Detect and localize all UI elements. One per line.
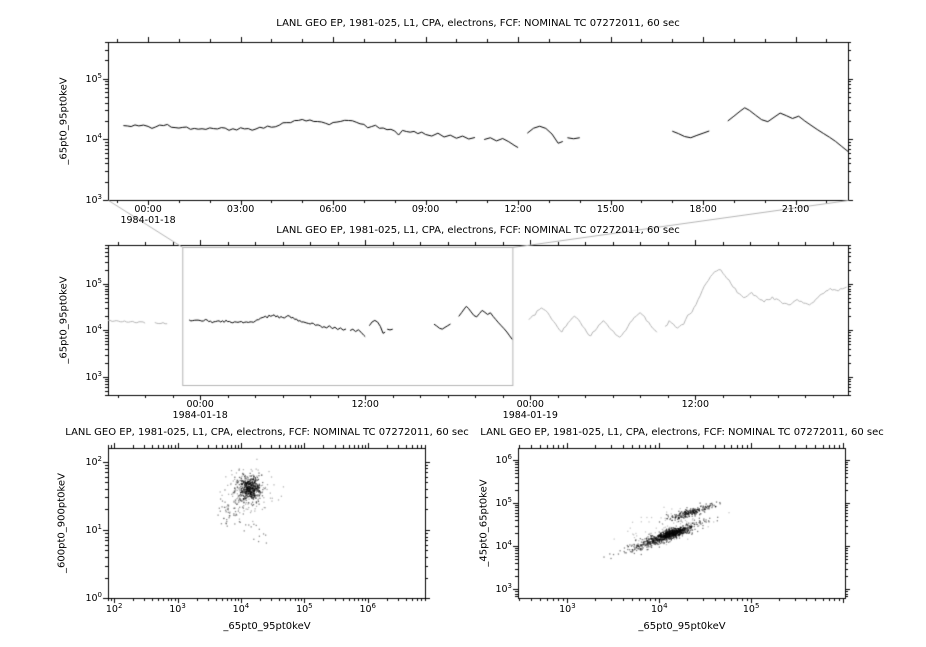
y-tick-label: 101 — [85, 522, 102, 537]
x-tick-label: 03:00 — [226, 204, 255, 215]
panel4-x-axis-label: _65pt0_95pt0keV — [638, 621, 726, 632]
x-tick-label: 105 — [296, 602, 313, 616]
x-tick-label: 06:00 — [319, 204, 347, 215]
y-tick-label: 103 — [85, 369, 102, 383]
panel1-title: LANL GEO EP, 1981-025, L1, CPA, electron… — [276, 18, 680, 29]
y-tick-label: 103 — [495, 582, 512, 596]
x-tick-label: 21:00 — [781, 204, 810, 215]
date-label: 1984-01-18 — [172, 410, 228, 421]
x-tick-label: 09:00 — [411, 204, 440, 215]
pan4-y-axis-label: _45pt0_65pt0keV — [478, 479, 490, 567]
y-tick-label: 102 — [85, 454, 102, 469]
x-tick-label: 00:00 — [516, 399, 544, 410]
x-tick-label: 105 — [742, 602, 760, 616]
y-tick-label: 104 — [85, 132, 102, 146]
y-tick-label: 105 — [495, 496, 512, 510]
date-label: 1984-01-19 — [502, 410, 558, 421]
panel1-y-axis-label: _65pt0_95pt0keV — [58, 77, 70, 165]
x-tick-label: 12:00 — [681, 399, 710, 410]
y-tick-label: 103 — [85, 193, 102, 207]
x-tick-label: 104 — [651, 602, 668, 616]
panel3-x-axis-label: _65pt0_95pt0keV — [223, 621, 311, 632]
date-label: 1984-01-18 — [120, 215, 176, 226]
x-tick-label: 12:00 — [504, 204, 532, 215]
x-tick-label: 103 — [169, 602, 186, 616]
x-tick-label: 103 — [559, 602, 576, 616]
panel3-title: LANL GEO EP, 1981-025, L1, CPA, electron… — [65, 427, 469, 438]
panel4-title: LANL GEO EP, 1981-025, L1, CPA, electron… — [480, 427, 884, 438]
x-tick-label: 18:00 — [689, 204, 717, 215]
x-tick-label: 106 — [359, 602, 377, 616]
x-tick-label: 104 — [232, 602, 250, 616]
x-tick-label: 102 — [105, 602, 123, 616]
panel2-title: LANL GEO EP, 1981-025, L1, CPA, electron… — [276, 225, 680, 236]
y-tick-label: 104 — [85, 323, 102, 337]
x-tick-label: 00:00 — [186, 399, 214, 410]
x-tick-label: 12:00 — [351, 399, 379, 410]
y-tick-label: 104 — [495, 539, 512, 553]
y-tick-label: 105 — [85, 71, 102, 85]
x-tick-label: 15:00 — [596, 204, 625, 215]
x-tick-label: 00:00 — [134, 204, 162, 215]
y-tick-label: 105 — [85, 277, 102, 291]
y-tick-label: 106 — [495, 453, 512, 467]
y-tick-label: 100 — [85, 591, 102, 605]
